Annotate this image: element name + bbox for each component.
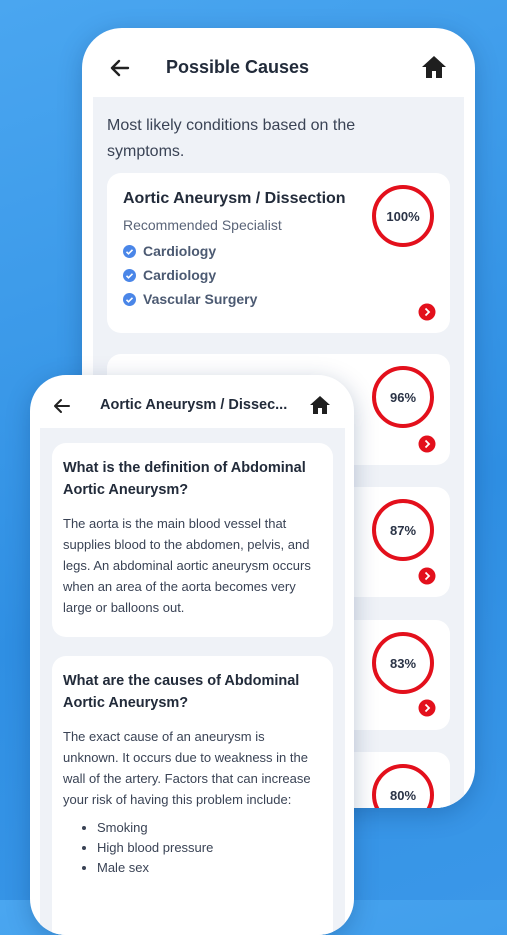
bullet-item: Smoking xyxy=(97,818,321,838)
faq-question: What are the causes of Abdominal Aortic … xyxy=(63,673,300,711)
open-button[interactable] xyxy=(418,435,436,453)
bullet-item: Male sex xyxy=(97,858,321,878)
condition-subtitle: Recommended Specialist xyxy=(123,217,282,233)
home-button[interactable] xyxy=(309,394,331,416)
open-button[interactable] xyxy=(418,567,436,585)
front-screen: Aortic Aneurysm / Dissec... What is the … xyxy=(30,375,354,935)
check-icon xyxy=(123,292,136,306)
condition-title: Aortic Aneurysm / Dissection xyxy=(123,190,346,207)
faq-card: What are the causes of Abdominal Aortic … xyxy=(52,656,333,935)
check-icon xyxy=(123,244,136,258)
content-area: What is the definition of Abdominal Aort… xyxy=(40,428,345,935)
score-ring: 96% xyxy=(372,366,434,428)
faq-answer: The exact cause of an aneurysm is unknow… xyxy=(63,729,311,807)
specialist-name: Vascular Surgery xyxy=(143,291,258,307)
specialist-row: Vascular Surgery xyxy=(123,287,257,311)
score-ring: 83% xyxy=(372,632,434,694)
home-button[interactable] xyxy=(421,54,447,80)
arrow-icon xyxy=(418,567,436,585)
arrow-icon xyxy=(418,699,436,717)
specialist-row: Cardiology xyxy=(123,239,257,263)
back-button[interactable] xyxy=(52,396,72,416)
intro-text: Most likely conditions based on the symp… xyxy=(107,117,356,160)
faq-question: What is the definition of Abdominal Aort… xyxy=(63,460,306,498)
page: Possible Causes Most likely conditions b… xyxy=(0,0,507,900)
score-ring: 87% xyxy=(372,499,434,561)
specialist-name: Cardiology xyxy=(143,267,217,283)
arrow-icon xyxy=(418,303,436,321)
check-icon xyxy=(123,268,136,282)
arrow-icon xyxy=(418,435,436,453)
specialist-row: Cardiology xyxy=(123,263,257,287)
faq-card: What is the definition of Abdominal Aort… xyxy=(52,443,333,637)
screen-title: Possible Causes xyxy=(166,57,310,77)
specialist-list: Cardiology Cardiology Vascular Surgery xyxy=(123,239,257,311)
bullet-list: SmokingHigh blood pressureMale sex xyxy=(63,818,321,878)
back-button[interactable] xyxy=(108,56,132,80)
score-ring: 100% xyxy=(372,185,434,247)
score-ring: 80% xyxy=(372,764,434,808)
specialist-name: Cardiology xyxy=(143,243,217,259)
open-button[interactable] xyxy=(418,699,436,717)
faq-answer: The aorta is the main blood vessel that … xyxy=(63,516,311,615)
screen-title: Aortic Aneurysm / Dissec... xyxy=(100,397,288,413)
open-button[interactable] xyxy=(418,303,436,321)
bullet-item: High blood pressure xyxy=(97,838,321,858)
